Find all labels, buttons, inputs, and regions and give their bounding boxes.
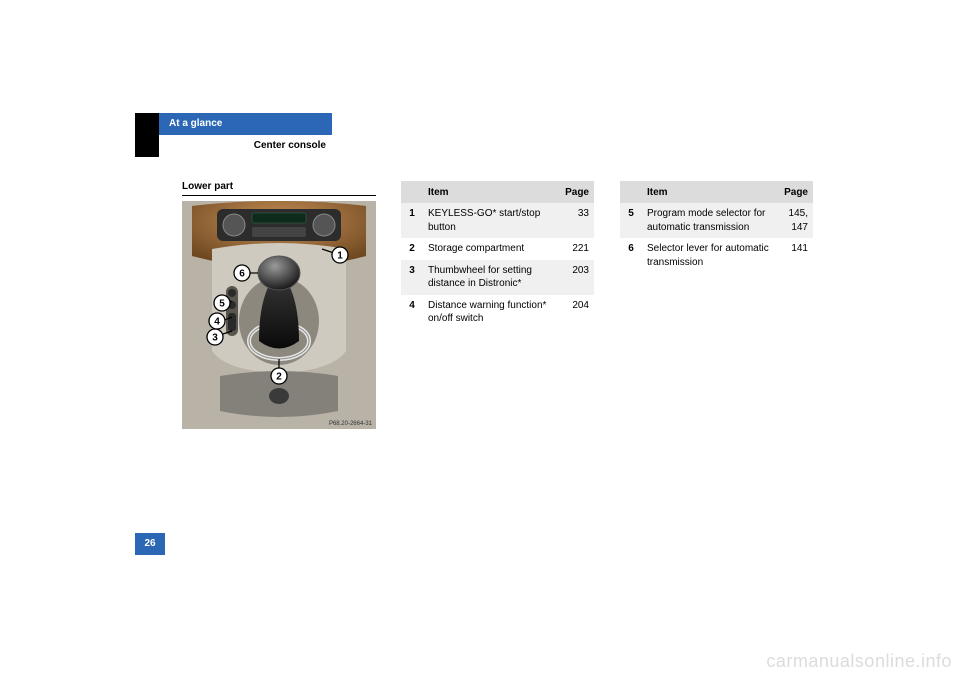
manual-page: At a glance Center console Lower part <box>0 0 960 678</box>
row-page: 33 <box>560 207 594 221</box>
table-row: 3 Thumbwheel for setting distance in Dis… <box>401 260 594 295</box>
table-row: 6 Selector lever for automatic transmiss… <box>620 238 813 273</box>
reference-table-1: Item Page 1 KEYLESS-GO* start/stop butto… <box>401 181 594 330</box>
row-page: 203 <box>560 264 594 278</box>
section-tab: At a glance <box>159 113 332 135</box>
console-figure: 1 2 3 4 5 6 P68.20-2664-31 <box>182 201 376 429</box>
table-row: 1 KEYLESS-GO* start/stop button 33 <box>401 203 594 238</box>
callout-1: 1 <box>337 251 343 262</box>
row-num: 4 <box>401 299 423 313</box>
callout-4: 4 <box>214 317 220 328</box>
row-num: 3 <box>401 264 423 278</box>
callout-6: 6 <box>239 269 245 280</box>
page-number: 26 <box>135 533 165 555</box>
row-item: Program mode selector for automatic tran… <box>642 207 779 234</box>
header-item: Item <box>423 187 560 198</box>
row-item: Storage compartment <box>423 242 560 256</box>
black-tab <box>135 113 159 157</box>
table-row: 4 Distance warning function* on/off swit… <box>401 295 594 330</box>
header-page: Page <box>779 187 813 198</box>
callout-5: 5 <box>219 299 225 310</box>
figure-caption: P68.20-2664-31 <box>329 421 373 427</box>
row-item: Distance warning function* on/off switch <box>423 299 560 326</box>
figure-rule <box>182 195 376 196</box>
row-item: Thumbwheel for setting distance in Distr… <box>423 264 560 291</box>
section-title: At a glance <box>169 118 222 129</box>
table-header: Item Page <box>620 181 813 203</box>
console-svg: 1 2 3 4 5 6 P68.20-2664-31 <box>182 201 376 429</box>
row-page: 141 <box>779 242 813 256</box>
callout-3: 3 <box>212 333 218 344</box>
row-num: 2 <box>401 242 423 256</box>
subsection-title: Center console <box>159 135 332 157</box>
table-row: 2 Storage compartment 221 <box>401 238 594 260</box>
header-item: Item <box>642 187 779 198</box>
subsection-text: Center console <box>254 140 326 151</box>
header-page: Page <box>560 187 594 198</box>
row-item: KEYLESS-GO* start/stop button <box>423 207 560 234</box>
row-page: 221 <box>560 242 594 256</box>
row-page: 204 <box>560 299 594 313</box>
watermark: carmanualsonline.info <box>766 651 952 672</box>
figure-label: Lower part <box>182 181 233 192</box>
row-num: 5 <box>620 207 642 221</box>
reference-table-2: Item Page 5 Program mode selector for au… <box>620 181 813 345</box>
table-header: Item Page <box>401 181 594 203</box>
row-num: 6 <box>620 242 642 256</box>
row-page: 145, 147 <box>779 207 813 234</box>
table-row: 5 Program mode selector for automatic tr… <box>620 203 813 238</box>
row-num: 1 <box>401 207 423 221</box>
callout-2: 2 <box>276 372 282 383</box>
row-item: Selector lever for automatic transmissio… <box>642 242 779 269</box>
table-filler <box>620 273 813 345</box>
